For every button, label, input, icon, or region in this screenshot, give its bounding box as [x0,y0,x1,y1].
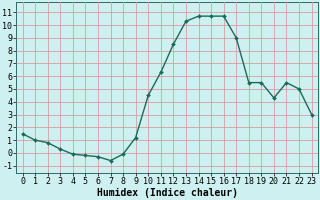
X-axis label: Humidex (Indice chaleur): Humidex (Indice chaleur) [97,188,237,198]
